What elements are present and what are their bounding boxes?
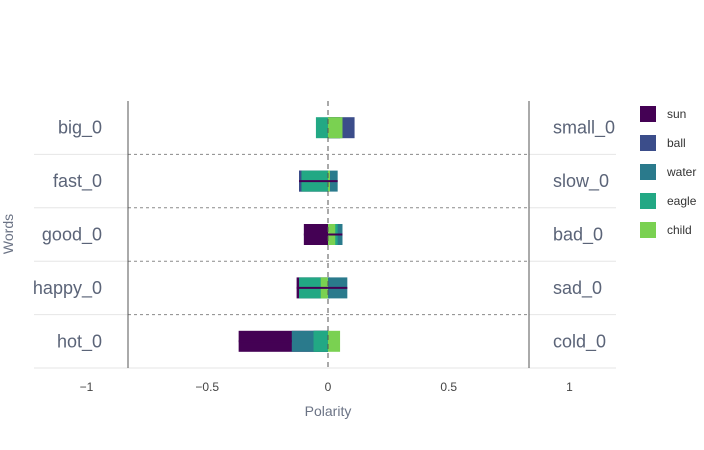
bar-eagle-4 (313, 330, 328, 352)
word-right-label: small_0 (553, 118, 615, 139)
word-left-label: fast_0 (53, 171, 102, 192)
bars-layer (238, 117, 355, 352)
grid-layer (34, 153, 616, 369)
word-right-label: cold_0 (553, 331, 606, 352)
y-axis-title: Words (0, 214, 16, 254)
x-tick-label: −0.5 (195, 380, 219, 394)
word-right-label: sad_0 (553, 278, 602, 299)
legend: sun ball water eagle child (640, 106, 697, 238)
legend-label-water: water (666, 165, 696, 179)
legend-swatch-child (640, 222, 656, 238)
word-right-label: bad_0 (553, 225, 603, 246)
x-tick-label: 1 (566, 380, 573, 394)
legend-label-ball: ball (667, 136, 686, 150)
labels-layer: big_0 small_0 fast_0 slow_0 good_0 bad_0happy… (33, 118, 615, 394)
word-left-label: happy_0 (33, 278, 102, 299)
legend-label-child: child (667, 223, 692, 237)
legend-label-eagle: eagle (667, 194, 697, 208)
x-tick-label: −1 (80, 380, 94, 394)
word-right-label: slow_0 (553, 171, 609, 192)
word-left-label: good_0 (42, 225, 102, 246)
bar-eagle-0 (315, 117, 328, 139)
word-left-label: big_0 (58, 118, 102, 139)
legend-swatch-sun (640, 106, 656, 122)
bar-child-4 (328, 330, 341, 352)
bar-child-0 (328, 117, 343, 139)
x-tick-label: 0 (325, 380, 332, 394)
word-left-label: hot_0 (57, 331, 102, 352)
x-tick-label: 0.5 (440, 380, 457, 394)
legend-swatch-water (640, 164, 656, 180)
legend-label-sun: sun (667, 107, 686, 121)
legend-swatch-ball (640, 135, 656, 151)
x-axis-title: Polarity (305, 403, 352, 419)
legend-swatch-eagle (640, 193, 656, 209)
axes-layer (127, 101, 530, 368)
